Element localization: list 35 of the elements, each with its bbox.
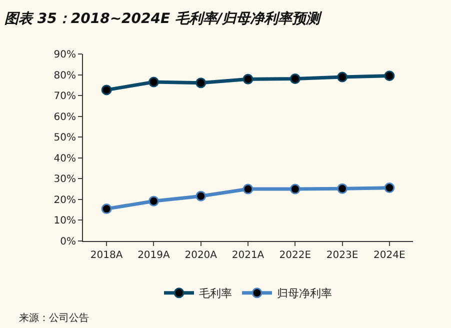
x-tick-label: 2020A — [184, 250, 218, 261]
x-tick-label: 2019A — [138, 250, 170, 261]
point — [196, 190, 206, 202]
x-tick-label: 2021A — [232, 250, 264, 261]
y-tick-label: 50% — [54, 132, 76, 144]
x-tick-label: 2022E — [279, 250, 312, 261]
point — [101, 204, 112, 214]
y-tick-label: 10% — [54, 216, 76, 227]
y-tick-label: 0% — [60, 236, 76, 248]
y-tick-label: 60% — [54, 112, 76, 123]
y-tick-label: 80% — [54, 70, 76, 82]
point — [148, 76, 159, 88]
point — [337, 183, 348, 194]
point — [384, 70, 395, 82]
x-tick-label: 2018A — [90, 250, 123, 261]
source-note: 来源：公司公告 — [19, 312, 89, 324]
point — [101, 84, 112, 96]
point — [290, 73, 300, 84]
y-tick-label: 40% — [54, 153, 76, 164]
y-tick-label: 30% — [54, 174, 76, 186]
point — [196, 78, 206, 88]
point — [337, 72, 348, 82]
chart-title: 图表 35：2018~2024E 毛利率/归母净利率预测 — [4, 10, 324, 27]
y-tick-label: 70% — [54, 91, 76, 102]
point — [290, 184, 300, 194]
y-tick-label: 90% — [54, 50, 76, 60]
legend-label: 毛利率 — [199, 287, 232, 300]
point — [242, 74, 254, 84]
x-tick-label: 2023E — [326, 250, 358, 261]
x-tick-label: 2024E — [374, 250, 406, 261]
point — [148, 196, 159, 206]
y-tick-label: 20% — [54, 194, 76, 206]
point — [242, 184, 254, 194]
legend-label: 归母净利率 — [277, 287, 332, 300]
point — [384, 182, 395, 194]
